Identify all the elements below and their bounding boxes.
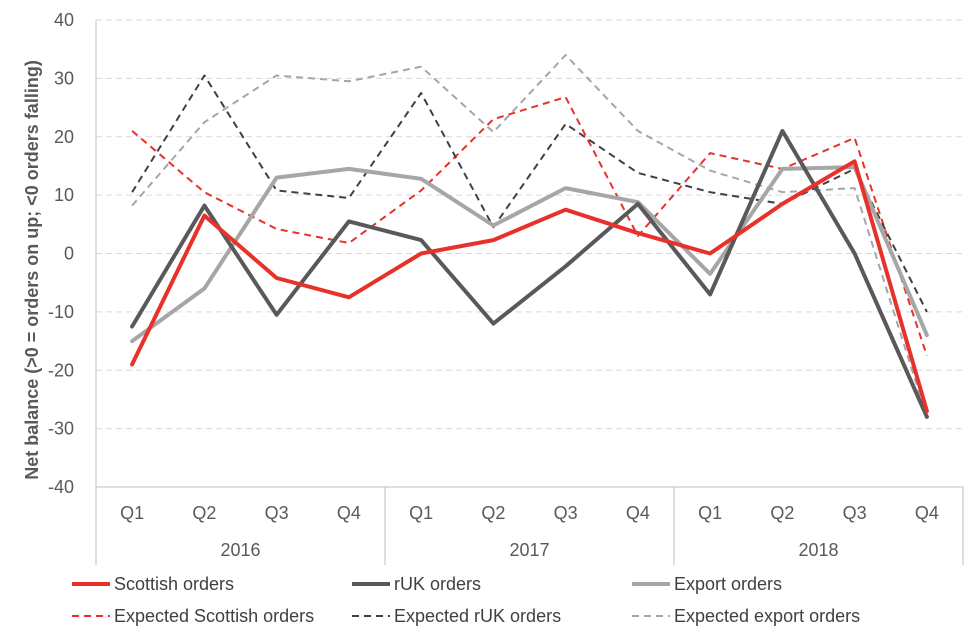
legend-label: Scottish orders bbox=[114, 574, 234, 594]
y-tick-label: 0 bbox=[64, 244, 74, 264]
x-tick-label: Q2 bbox=[481, 503, 505, 523]
series-line-export-orders bbox=[130, 165, 929, 344]
x-axis-ticks: Q1 Q2 Q3 Q4 Q1 Q2 Q3 Q4 Q1 Q2 Q3 Q4 2016 2017 2018 bbox=[120, 503, 939, 560]
x-tick-label: Q1 bbox=[698, 503, 722, 523]
axes bbox=[95, 20, 964, 565]
x-tick-label: Q3 bbox=[554, 503, 578, 523]
series-line-expected-scottish-orders bbox=[131, 96, 928, 357]
year-label: 2018 bbox=[798, 540, 838, 560]
y-tick-label: -10 bbox=[48, 302, 74, 322]
x-tick-label: Q4 bbox=[915, 503, 939, 523]
x-tick-label: Q3 bbox=[265, 503, 289, 523]
x-tick-label: Q2 bbox=[770, 503, 794, 523]
x-tick-label: Q1 bbox=[409, 503, 433, 523]
series-line-scottish-orders bbox=[130, 159, 929, 414]
y-axis-ticks: -40 -30 -20 -10 0 10 20 30 40 bbox=[48, 10, 74, 497]
x-tick-label: Q1 bbox=[120, 503, 144, 523]
y-tick-label: -40 bbox=[48, 477, 74, 497]
gridlines bbox=[96, 19, 963, 430]
series-line-ruk-orders bbox=[130, 128, 929, 419]
series-line-expected-export-orders bbox=[131, 54, 928, 418]
x-tick-label: Q2 bbox=[192, 503, 216, 523]
legend-label: Expected rUK orders bbox=[394, 606, 561, 626]
legend-label: rUK orders bbox=[394, 574, 481, 594]
legend-label: Expected Scottish orders bbox=[114, 606, 314, 626]
y-tick-label: -20 bbox=[48, 360, 74, 380]
legend-label: Export orders bbox=[674, 574, 782, 594]
y-tick-label: 10 bbox=[54, 185, 74, 205]
legend-label: Expected export orders bbox=[674, 606, 860, 626]
y-tick-label: 20 bbox=[54, 127, 74, 147]
y-axis-label: Net balance (>0 = orders on up; <0 order… bbox=[22, 60, 42, 480]
x-tick-label: Q4 bbox=[337, 503, 361, 523]
x-tick-label: Q3 bbox=[843, 503, 867, 523]
y-tick-label: 30 bbox=[54, 68, 74, 88]
year-label: 2016 bbox=[220, 540, 260, 560]
legend: Scottish orders rUK orders Export orders Ex… bbox=[72, 574, 860, 626]
year-label: 2017 bbox=[509, 540, 549, 560]
y-tick-label: 40 bbox=[54, 10, 74, 30]
x-tick-label: Q4 bbox=[626, 503, 650, 523]
y-tick-label: -30 bbox=[48, 419, 74, 439]
series-lines bbox=[130, 54, 929, 419]
